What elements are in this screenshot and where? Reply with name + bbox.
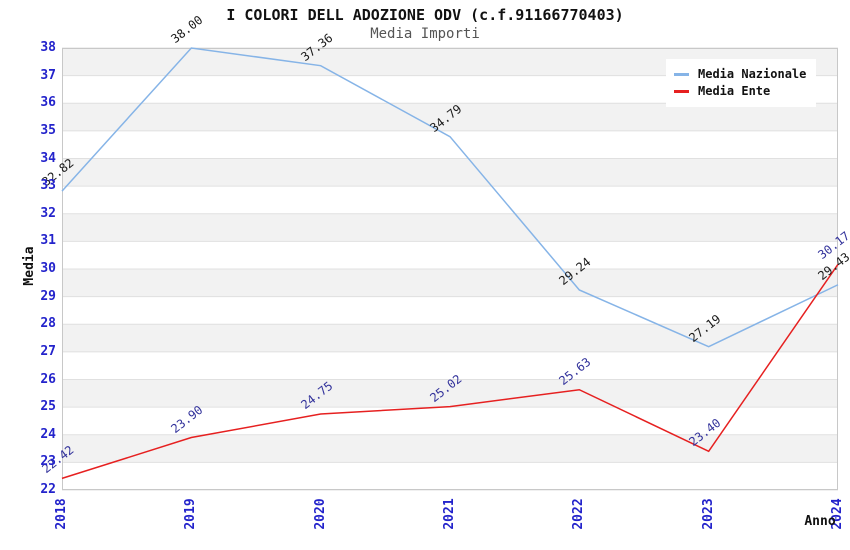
y-tick-label: 24: [40, 426, 56, 442]
y-tick-label: 26: [40, 371, 56, 387]
y-tick-label: 22: [40, 482, 56, 497]
legend: Media Nazionale Media Ente: [666, 59, 817, 107]
media-ente-line-swatch: [674, 89, 689, 93]
y-tick-label: 32: [40, 205, 56, 221]
y-tick-label: 30: [40, 261, 56, 276]
chart-title: I COLORI DELL ADOZIONE ODV (c.f.91166770…: [226, 6, 624, 24]
series-line-media-ente: [61, 263, 839, 480]
plot-svg: [61, 47, 839, 491]
x-tick-label: 2023: [700, 498, 716, 530]
y-tick-label: 29: [40, 288, 56, 304]
y-tick-label: 35: [40, 122, 56, 138]
grid-band: [62, 379, 838, 408]
y-tick-label: 23: [40, 454, 56, 470]
legend-label: Media Nazionale: [698, 67, 807, 81]
grid-band: [62, 103, 838, 131]
media-nazionale-line-swatch: [674, 72, 689, 76]
y-tick-label: 25: [40, 399, 56, 415]
chart-subtitle: Media Importi: [370, 26, 480, 42]
y-axis-title: Media: [22, 246, 37, 286]
y-tick-label: 37: [40, 67, 56, 83]
grid-band: [62, 324, 838, 352]
x-tick-label: 2020: [312, 498, 328, 530]
x-tick-label: 2022: [571, 498, 587, 530]
x-tick-label: 2021: [442, 498, 457, 530]
grid-band: [62, 158, 838, 187]
legend-item-media-ente: Media Ente: [674, 84, 806, 98]
y-tick-label: 34: [40, 150, 56, 166]
y-tick-label: 27: [40, 343, 56, 359]
x-tick-label: 2018: [54, 498, 69, 530]
y-tick-label: 38: [40, 40, 56, 55]
grid-band: [62, 434, 838, 463]
y-tick-label: 28: [40, 316, 56, 332]
plot-border: [62, 48, 838, 490]
legend-label: Media Ente: [698, 84, 771, 98]
grid-band: [62, 269, 838, 297]
legend-item-media-nazionale: Media Nazionale: [674, 67, 806, 81]
y-tick-label: 33: [40, 178, 56, 194]
grid-band: [62, 213, 838, 242]
x-axis-title: Anno: [804, 514, 836, 529]
y-tick-label: 31: [40, 233, 56, 249]
x-tick-label: 2019: [183, 498, 199, 530]
y-tick-label: 36: [40, 95, 56, 111]
series-line-media-nazionale: [61, 47, 839, 348]
plot-area: 32.82 38.00 37.36 34.79 29.24 27.19 29.43 22.42…: [39, 13, 850, 491]
